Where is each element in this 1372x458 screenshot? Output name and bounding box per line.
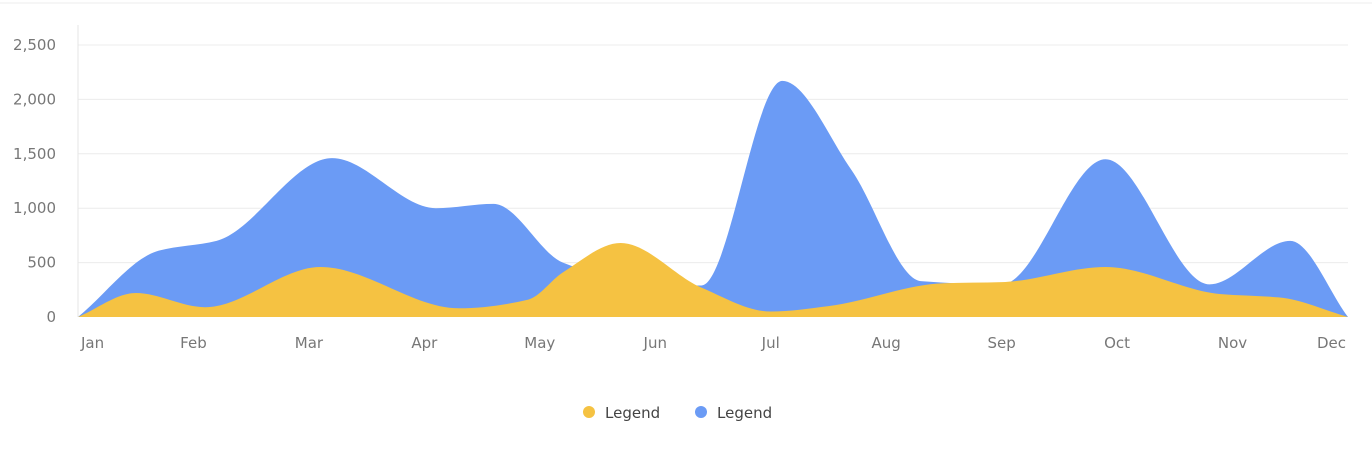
series-area-1[interactable]	[78, 80, 1348, 318]
x-tick-label: Jul	[761, 334, 780, 352]
x-tick-label: Sep	[987, 334, 1015, 352]
legend-item-1[interactable]: Legend	[695, 404, 772, 422]
x-tick-label: Jun	[643, 334, 667, 352]
y-tick-label: 1,500	[13, 145, 56, 163]
x-tick-label: May	[524, 334, 555, 352]
legend-item-0[interactable]: Legend	[583, 404, 660, 422]
legend-marker	[583, 406, 595, 418]
y-tick-label: 500	[27, 254, 56, 272]
x-tick-label: Apr	[411, 334, 438, 352]
legend: Legend Legend	[583, 404, 772, 422]
x-tick-label: Nov	[1218, 334, 1247, 352]
series-areas	[78, 80, 1348, 318]
legend-label: Legend	[717, 404, 772, 422]
x-tick-label: Aug	[872, 334, 901, 352]
y-axis-tick-labels: 0 500 1,000 1,500 2,000 2,500	[13, 36, 56, 326]
x-tick-label: Dec	[1317, 334, 1346, 352]
legend-marker	[695, 406, 707, 418]
y-tick-label: 0	[46, 308, 56, 326]
x-tick-label: Mar	[295, 334, 324, 352]
y-tick-label: 1,000	[13, 199, 56, 217]
series-area-0[interactable]	[78, 243, 1348, 317]
y-tick-label: 2,500	[13, 36, 56, 54]
x-tick-label: Oct	[1104, 334, 1130, 352]
y-tick-label: 2,000	[13, 90, 56, 108]
x-axis-tick-labels: Jan Feb Mar Apr May Jun Jul Aug Sep Oct Nov Dec	[80, 334, 1346, 352]
x-tick-label: Jan	[80, 334, 104, 352]
x-tick-label: Feb	[180, 334, 207, 352]
legend-label: Legend	[605, 404, 660, 422]
